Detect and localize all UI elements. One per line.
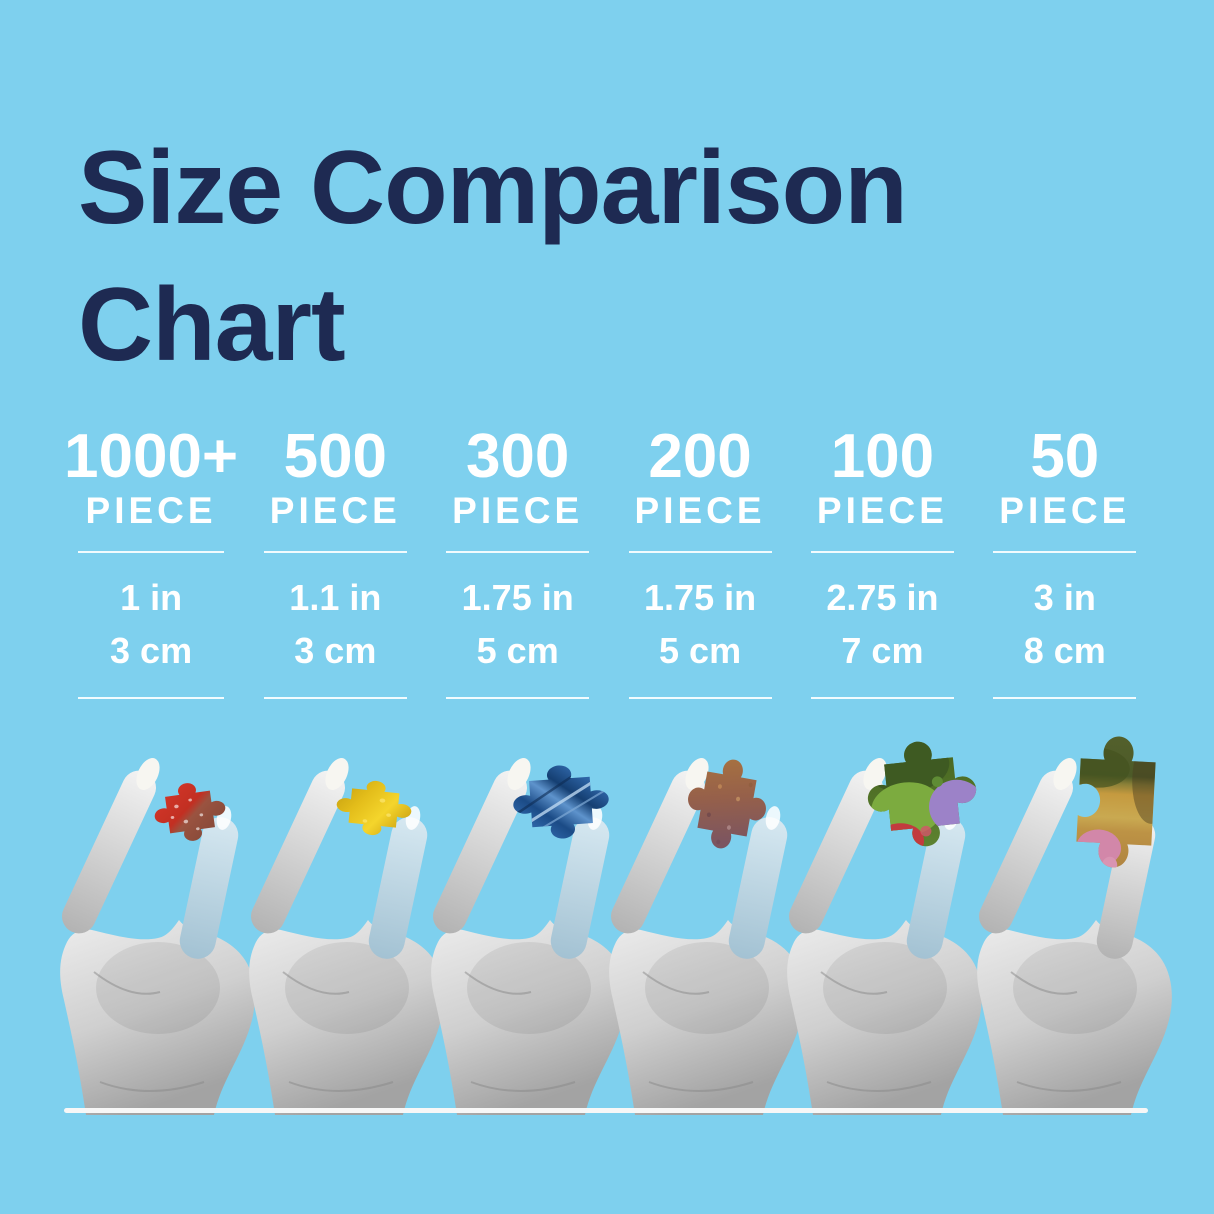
pinching-hand-icon [431, 758, 626, 1115]
hand-50-piece [925, 730, 1205, 1115]
title-line-2: Chart [78, 266, 346, 383]
column-300-piece: 300 PIECE 1.75 in 5 cm [433, 422, 603, 700]
puzzle-piece-500-icon [336, 780, 412, 836]
divider-rule [993, 551, 1137, 554]
piece-unit-label: PIECE [999, 490, 1131, 532]
hand-500-piece [197, 730, 477, 1115]
size-inches: 1 in [120, 577, 183, 619]
piece-unit-label: PIECE [269, 490, 401, 532]
size-inches: 3 in [1033, 577, 1096, 619]
piece-count: 50 [1030, 422, 1100, 491]
finger-nail [765, 806, 781, 830]
size-centimeters: 5 cm [476, 630, 559, 672]
hands-row [0, 730, 1214, 1115]
pinching-hand-icon [787, 758, 982, 1115]
divider-rule [446, 551, 590, 554]
hand-200-piece [557, 730, 837, 1115]
size-inches: 2.75 in [826, 577, 939, 619]
thumb-nail [1053, 758, 1077, 790]
divider-rule [263, 551, 407, 554]
piece-unit-label: PIECE [816, 490, 948, 532]
divider-rule [263, 697, 407, 700]
divider-rule [993, 697, 1137, 700]
thumb-nail [507, 758, 531, 790]
pinching-hand-icon [249, 758, 444, 1115]
thumb-nail [136, 758, 160, 790]
column-200-piece: 200 PIECE 1.75 in 5 cm [615, 422, 785, 700]
divider-rule [810, 551, 954, 554]
divider-rule [446, 697, 590, 700]
pinching-hand-icon [977, 758, 1172, 1115]
puzzle-piece-300-icon [513, 765, 609, 839]
size-centimeters: 5 cm [659, 630, 742, 672]
baseline-rule [64, 1108, 1148, 1113]
piece-unit-label: PIECE [452, 490, 584, 532]
piece-count: 200 [648, 422, 752, 491]
piece-count: 300 [465, 422, 570, 491]
size-centimeters: 3 cm [294, 630, 377, 672]
piece-count: 1000+ [64, 422, 239, 491]
size-comparison-table: 1000+ PIECE 1 in 3 cm 500 PIECE 1.1 in 3… [64, 422, 1150, 700]
column-1000-piece: 1000+ PIECE 1 in 3 cm [64, 422, 239, 700]
title-line-1: Size Comparison [78, 129, 908, 246]
piece-count: 100 [830, 422, 935, 491]
piece-unit-label: PIECE [85, 490, 217, 532]
divider-rule [77, 697, 225, 700]
pinching-hand-icon [609, 758, 804, 1115]
size-centimeters: 7 cm [841, 630, 924, 672]
size-inches: 1.75 in [461, 577, 574, 619]
puzzle-piece-200-icon [688, 759, 766, 849]
piece-count: 500 [283, 422, 388, 491]
column-50-piece: 50 PIECE 3 in 8 cm [980, 422, 1150, 700]
hand-300-piece [379, 730, 659, 1115]
thumb-nail [325, 758, 349, 790]
divider-rule [77, 551, 225, 554]
puzzle-piece-100-icon [866, 739, 982, 852]
puzzle-piece-50-icon [1075, 734, 1157, 870]
pinching-hand-icon [60, 758, 255, 1115]
hand-100-piece [735, 730, 1015, 1115]
divider-rule [810, 697, 954, 700]
piece-unit-label: PIECE [634, 490, 766, 532]
hand-1000-piece [8, 730, 288, 1115]
size-centimeters: 8 cm [1023, 630, 1106, 672]
column-100-piece: 100 PIECE 2.75 in 7 cm [797, 422, 967, 700]
page-title: Size Comparison Chart [78, 120, 908, 395]
divider-rule [628, 551, 772, 554]
divider-rule [628, 697, 772, 700]
size-centimeters: 3 cm [110, 630, 193, 672]
thumb-nail [863, 758, 887, 790]
column-500-piece: 500 PIECE 1.1 in 3 cm [250, 422, 420, 700]
thumb-nail [685, 758, 709, 790]
size-inches: 1.75 in [644, 577, 757, 619]
size-inches: 1.1 in [289, 577, 382, 619]
puzzle-piece-1000-icon [154, 783, 226, 841]
